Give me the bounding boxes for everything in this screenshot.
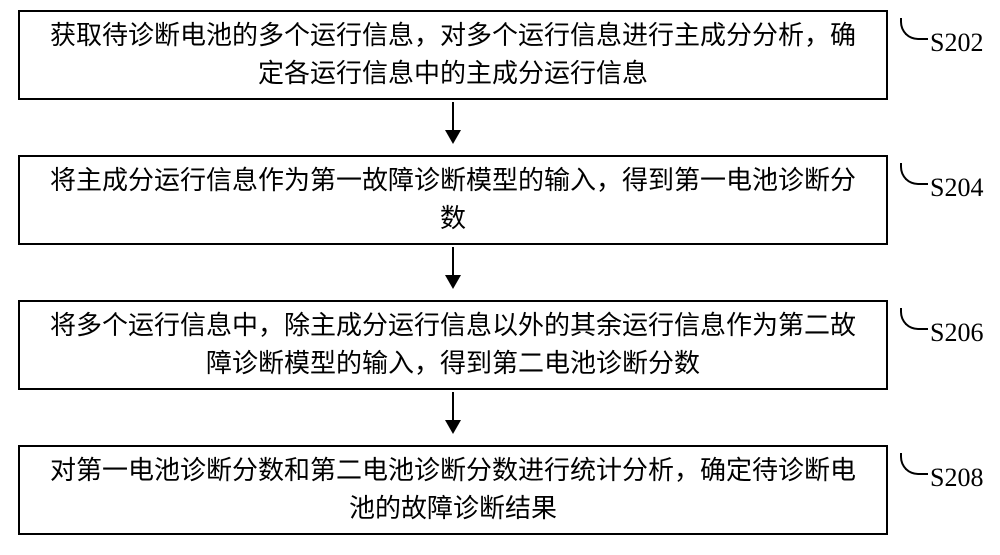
connector-line-3 xyxy=(900,308,928,330)
step-text-2: 将主成分运行信息作为第一故障诊断模型的输入，得到第一电池诊断分数 xyxy=(40,162,866,237)
step-box-1: 获取待诊断电池的多个运行信息，对多个运行信息进行主成分分析，确定各运行信息中的主… xyxy=(18,10,888,100)
connector-line-2 xyxy=(900,163,928,185)
step-box-4: 对第一电池诊断分数和第二电池诊断分数进行统计分析，确定待诊断电池的故障诊断结果 xyxy=(18,445,888,535)
arrow-2 xyxy=(452,247,454,287)
step-text-3: 将多个运行信息中，除主成分运行信息以外的其余运行信息作为第二故障诊断模型的输入，… xyxy=(40,307,866,382)
step-label-3: S206 xyxy=(930,318,983,348)
connector-line-4 xyxy=(900,453,928,475)
step-box-2: 将主成分运行信息作为第一故障诊断模型的输入，得到第一电池诊断分数 xyxy=(18,155,888,245)
arrow-1 xyxy=(452,102,454,142)
connector-line-1 xyxy=(900,18,928,40)
step-text-1: 获取待诊断电池的多个运行信息，对多个运行信息进行主成分分析，确定各运行信息中的主… xyxy=(40,17,866,92)
step-label-1: S202 xyxy=(930,28,983,58)
step-box-3: 将多个运行信息中，除主成分运行信息以外的其余运行信息作为第二故障诊断模型的输入，… xyxy=(18,300,888,390)
step-text-4: 对第一电池诊断分数和第二电池诊断分数进行统计分析，确定待诊断电池的故障诊断结果 xyxy=(40,452,866,527)
step-label-4: S208 xyxy=(930,463,983,493)
step-label-2: S204 xyxy=(930,173,983,203)
arrow-3 xyxy=(452,392,454,432)
flowchart-container: 获取待诊断电池的多个运行信息，对多个运行信息进行主成分分析，确定各运行信息中的主… xyxy=(0,0,1000,555)
